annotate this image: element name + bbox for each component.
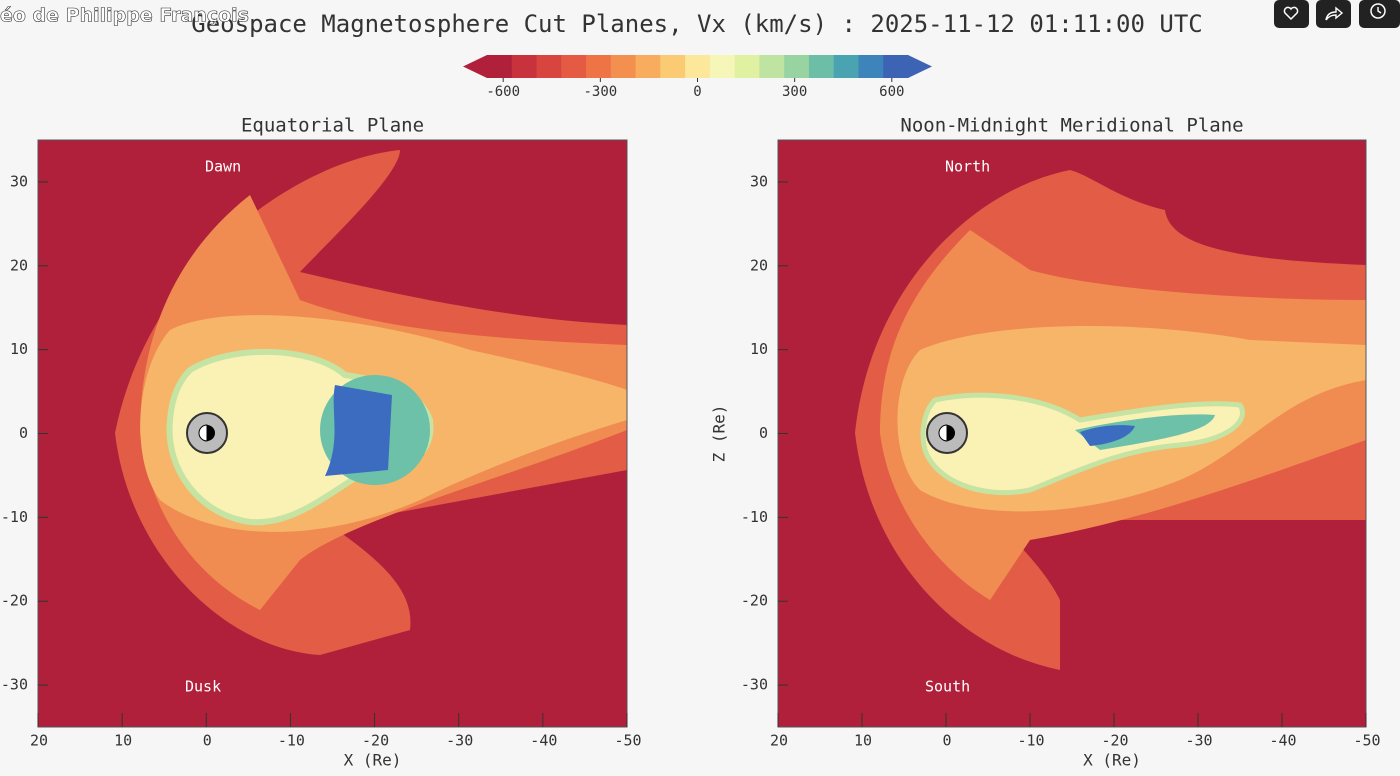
figure-title: Geospace Magnetosphere Cut Planes, Vx (k… [191,10,1202,38]
colorbar-swatch [610,55,637,78]
y-tick-label: 0 [759,424,768,442]
colorbar-swatch [536,55,562,78]
x-tick-label: -20 [362,732,389,750]
x-tick-label: -10 [1017,732,1044,750]
colorbar-swatch [685,55,711,78]
x-tick-label: -30 [1185,732,1212,750]
x-tick-label: 20 [30,732,48,750]
contour-field [778,140,1366,727]
y-tick-label: 20 [10,256,28,274]
colorbar-extension [463,55,487,78]
x-tick-label: -50 [614,732,641,750]
colorbar-extension [908,55,932,78]
like-button[interactable] [1274,0,1309,28]
y-tick-label: 20 [750,256,768,274]
y-tick-label: -20 [741,592,768,610]
colorbar-swatch [709,55,736,78]
y-tick-label: -20 [1,592,28,610]
x-axis-label: X (Re) [344,751,402,770]
colorbar-swatch [858,55,884,78]
y-tick-label: 0 [19,424,28,442]
x-tick-label: -10 [278,732,305,750]
y-tick-label: 10 [10,340,28,358]
x-tick-label: -20 [1101,732,1128,750]
colorbar-swatch [586,55,612,78]
colorbar-swatch [784,55,810,78]
colorbar-swatch [734,55,760,78]
y-tick-label: -10 [741,508,768,526]
colorbar-swatch [883,55,909,78]
y-tick-label: -30 [1,676,28,694]
y-tick-label: 30 [10,172,28,190]
annotation: North [945,158,990,176]
colorbar-swatch [759,55,785,78]
x-axis-label: X (Re) [1083,751,1141,770]
colorbar-swatch [635,55,661,78]
x-tick-label: 0 [942,732,951,750]
video-overlay-title: éo de Philippe François [0,5,249,27]
x-tick-label: 10 [854,732,872,750]
x-tick-label: 0 [203,732,212,750]
annotation: South [925,678,970,696]
share-button[interactable] [1316,0,1351,28]
annotation: Dawn [205,158,241,176]
y-tick-label: -30 [741,676,768,694]
colorbar-tick-label: 600 [879,84,904,100]
colorbar-tick-label: -300 [583,84,617,100]
x-tick-label: -40 [1269,732,1296,750]
x-tick-label: -50 [1353,732,1380,750]
y-tick-label: 10 [750,340,768,358]
x-tick-label: -40 [530,732,557,750]
panel-title: Equatorial Plane [241,115,424,137]
x-tick-label: 20 [770,732,788,750]
colorbar-tick-label: 0 [693,84,701,100]
colorbar-swatch [487,55,513,78]
x-tick-label: 10 [114,732,132,750]
y-tick-label: -10 [1,508,28,526]
x-tick-label: -30 [446,732,473,750]
y-tick-label: 30 [750,172,768,190]
colorbar-swatch [561,55,587,78]
y-axis-label: Z (Re) [710,405,729,463]
colorbar-swatch [833,55,859,78]
colorbar-tick-label: -600 [486,84,520,100]
annotation: Dusk [185,678,221,696]
colorbar-swatch [511,55,538,78]
colorbar-tick-label: 300 [782,84,807,100]
watch-later-button[interactable] [1359,0,1400,28]
panel-title: Noon-Midnight Meridional Plane [900,115,1243,137]
contour-field [38,140,627,727]
colorbar-swatch [660,55,686,78]
colorbar-swatch [808,55,835,78]
